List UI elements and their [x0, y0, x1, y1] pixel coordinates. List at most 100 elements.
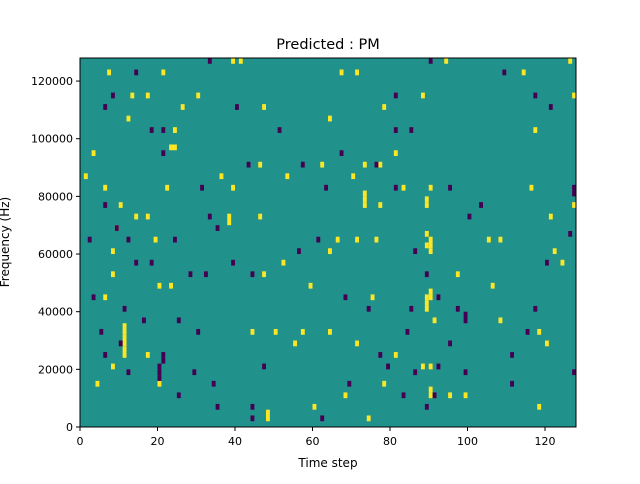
heatmap-cell-positive [122, 352, 127, 358]
heatmap-cell-positive [444, 58, 449, 64]
heatmap-cell-positive [95, 380, 100, 387]
heatmap-cell-positive [378, 161, 383, 168]
x-tick-label: 60 [306, 435, 320, 448]
heatmap-cell-negative [343, 294, 348, 301]
heatmap-cell-negative [467, 213, 472, 220]
heatmap-cell-negative [424, 403, 429, 410]
y-tick-label: 40000 [38, 306, 73, 319]
heatmap-cell-positive [533, 127, 538, 133]
heatmap-cell-positive [421, 363, 425, 370]
heatmap-cell-positive [382, 380, 387, 387]
heatmap-cell-positive [308, 282, 313, 289]
heatmap-cell-negative [250, 271, 255, 278]
heatmap-cell-positive [165, 184, 170, 191]
heatmap-cell-negative [149, 127, 154, 133]
heatmap-cell-negative [479, 202, 483, 208]
heatmap-cell-positive [432, 317, 437, 324]
heatmap-cell-positive [258, 213, 263, 220]
heatmap-cell-positive [169, 144, 173, 151]
heatmap-cell-positive [281, 259, 286, 266]
heatmap-cell-positive [362, 161, 367, 168]
heatmap-cell-positive [355, 69, 359, 76]
heatmap-cell-negative [572, 369, 576, 376]
heatmap-cell-positive [552, 248, 557, 255]
heatmap-cell-negative [103, 352, 108, 358]
heatmap-cell-negative [401, 392, 406, 399]
heatmap-cell-positive [393, 352, 398, 358]
heatmap-cell-positive [328, 115, 332, 122]
heatmap-cell-negative [525, 328, 530, 335]
heatmap-cell-negative [211, 380, 216, 387]
heatmap-cell-positive [111, 271, 115, 278]
y-tick-label: 100000 [31, 133, 73, 146]
heatmap-cell-negative [103, 202, 108, 208]
heatmap-cell-negative [409, 127, 414, 133]
heatmap-cell-positive [362, 196, 367, 203]
heatmap-cell-positive [428, 294, 433, 301]
heatmap-cell-negative [126, 236, 131, 243]
heatmap-cell-positive [266, 409, 270, 416]
heatmap-cell-negative [339, 150, 344, 157]
heatmap-cell-negative [157, 363, 162, 370]
heatmap-cell-positive [448, 392, 452, 399]
heatmap-cell-negative [432, 392, 437, 399]
heatmap-cell-negative [436, 363, 441, 370]
heatmap-cell-positive [157, 380, 162, 387]
heatmap-cell-positive [285, 173, 290, 180]
heatmap-cell-negative [188, 271, 193, 278]
heatmap-cell-positive [498, 236, 503, 243]
heatmap-cell-negative [176, 317, 181, 324]
heatmap-cell-positive [529, 184, 534, 191]
heatmap-cell-positive [320, 161, 325, 168]
heatmap-cell-positive [335, 236, 340, 243]
heatmap-cell-negative [366, 305, 371, 312]
y-tick-label: 20000 [38, 363, 73, 376]
heatmap-cell-negative [463, 317, 468, 324]
heatmap-cell-positive [173, 144, 177, 151]
heatmap-cell-negative [215, 225, 220, 231]
heatmap-cell-negative [103, 104, 108, 110]
heatmap-cell-positive [107, 69, 111, 76]
heatmap-cell-positive [428, 184, 433, 191]
heatmap-cell-negative [413, 248, 418, 255]
heatmap-cell-positive [161, 69, 166, 76]
heatmap-cell-positive [362, 190, 367, 197]
heatmap-cell-positive [169, 282, 173, 289]
y-tick-label: 80000 [38, 190, 73, 203]
heatmap-cell-negative [161, 352, 166, 358]
heatmap-cell-positive [145, 352, 150, 358]
heatmap-cell-positive [362, 202, 367, 208]
heatmap-cell-positive [122, 323, 127, 329]
y-tick-label: 120000 [31, 75, 73, 88]
heatmap-cell-negative [134, 69, 139, 76]
heatmap-cell-negative [196, 328, 201, 335]
heatmap-cell-positive [293, 340, 297, 347]
heatmap-cell-negative [99, 328, 104, 335]
heatmap-cell-negative [114, 225, 119, 231]
heatmap-cell-positive [548, 213, 553, 220]
x-axis: 0 20 40 60 80 100 120 [77, 427, 556, 448]
heatmap-cell-negative [413, 369, 418, 376]
heatmap-cell-positive [91, 150, 96, 157]
heatmap-cell-negative [324, 184, 328, 191]
heatmap-cell-positive [134, 213, 139, 220]
heatmap-cell-positive [537, 403, 542, 410]
heatmap-cell-negative [246, 161, 251, 168]
heatmap-cell-negative [91, 294, 96, 301]
heatmap-cell-negative [568, 230, 573, 237]
heatmap-cell-positive [111, 248, 115, 255]
heatmap-cell-negative [126, 369, 131, 376]
heatmap-cell-positive [83, 173, 88, 180]
x-tick-label: 100 [457, 435, 478, 448]
y-tick-label: 60000 [38, 248, 73, 261]
heatmap-cell-positive [374, 236, 379, 243]
heatmap-cell-positive [401, 184, 406, 191]
heatmap-cell-negative [173, 236, 177, 243]
heatmap-cell-negative [235, 104, 239, 110]
heatmap-cell-positive [231, 184, 235, 191]
heatmap-cell-negative [161, 150, 166, 157]
heatmap-cell-negative [393, 127, 398, 133]
heatmap-cell-positive [428, 236, 433, 243]
x-tick-label: 120 [535, 435, 556, 448]
